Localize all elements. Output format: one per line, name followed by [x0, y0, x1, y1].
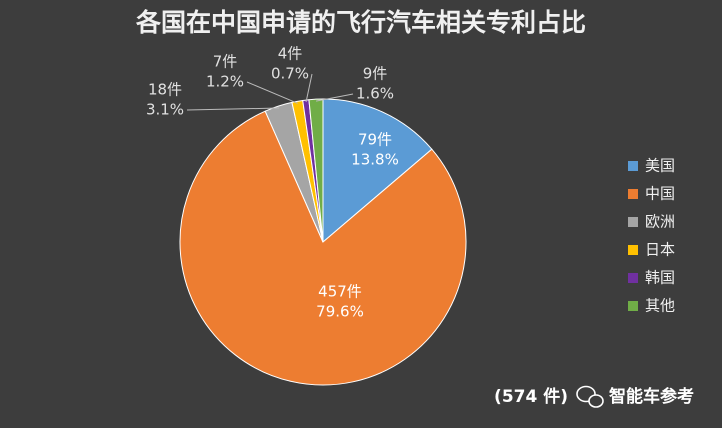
wechat-icon — [576, 385, 604, 408]
percent-label: 13.8% — [351, 151, 399, 169]
legend-swatch — [628, 217, 638, 227]
leader-line — [246, 81, 298, 104]
legend-swatch — [628, 273, 638, 283]
pie-slice — [308, 98, 324, 243]
legend-swatch — [628, 161, 638, 171]
legend-label: 欧洲 — [645, 213, 675, 231]
data-label: 9件 — [363, 65, 388, 83]
percent-label: 79.6% — [316, 303, 364, 321]
chart-title: 各国在中国申请的飞行汽车相关专利占比 — [135, 8, 586, 37]
leader-line — [186, 107, 279, 111]
data-label: 457件 — [318, 283, 362, 301]
legend-label: 其他 — [645, 297, 675, 315]
legend-swatch — [628, 301, 638, 311]
leader-line — [315, 93, 354, 102]
data-label: 18件 — [148, 81, 182, 99]
percent-label: 0.7% — [271, 65, 309, 83]
legend-swatch — [628, 189, 638, 199]
source: 智能车参考 — [609, 386, 694, 407]
note: (574 件) — [494, 386, 568, 407]
pie-slice — [322, 98, 433, 244]
legend-label: 韩国 — [645, 269, 675, 287]
data-label: 4件 — [278, 45, 303, 63]
percent-label: 3.1% — [146, 101, 184, 119]
data-label: 7件 — [213, 53, 238, 71]
percent-label: 1.6% — [356, 85, 394, 103]
percent-label: 1.2% — [206, 73, 244, 91]
leader-line — [305, 73, 313, 103]
legend-swatch — [628, 245, 638, 255]
legend-label: 中国 — [645, 185, 675, 203]
legend-label: 美国 — [645, 157, 675, 175]
pie-slice — [179, 110, 467, 386]
legend-label: 日本 — [645, 241, 675, 259]
data-label: 79件 — [358, 131, 392, 149]
